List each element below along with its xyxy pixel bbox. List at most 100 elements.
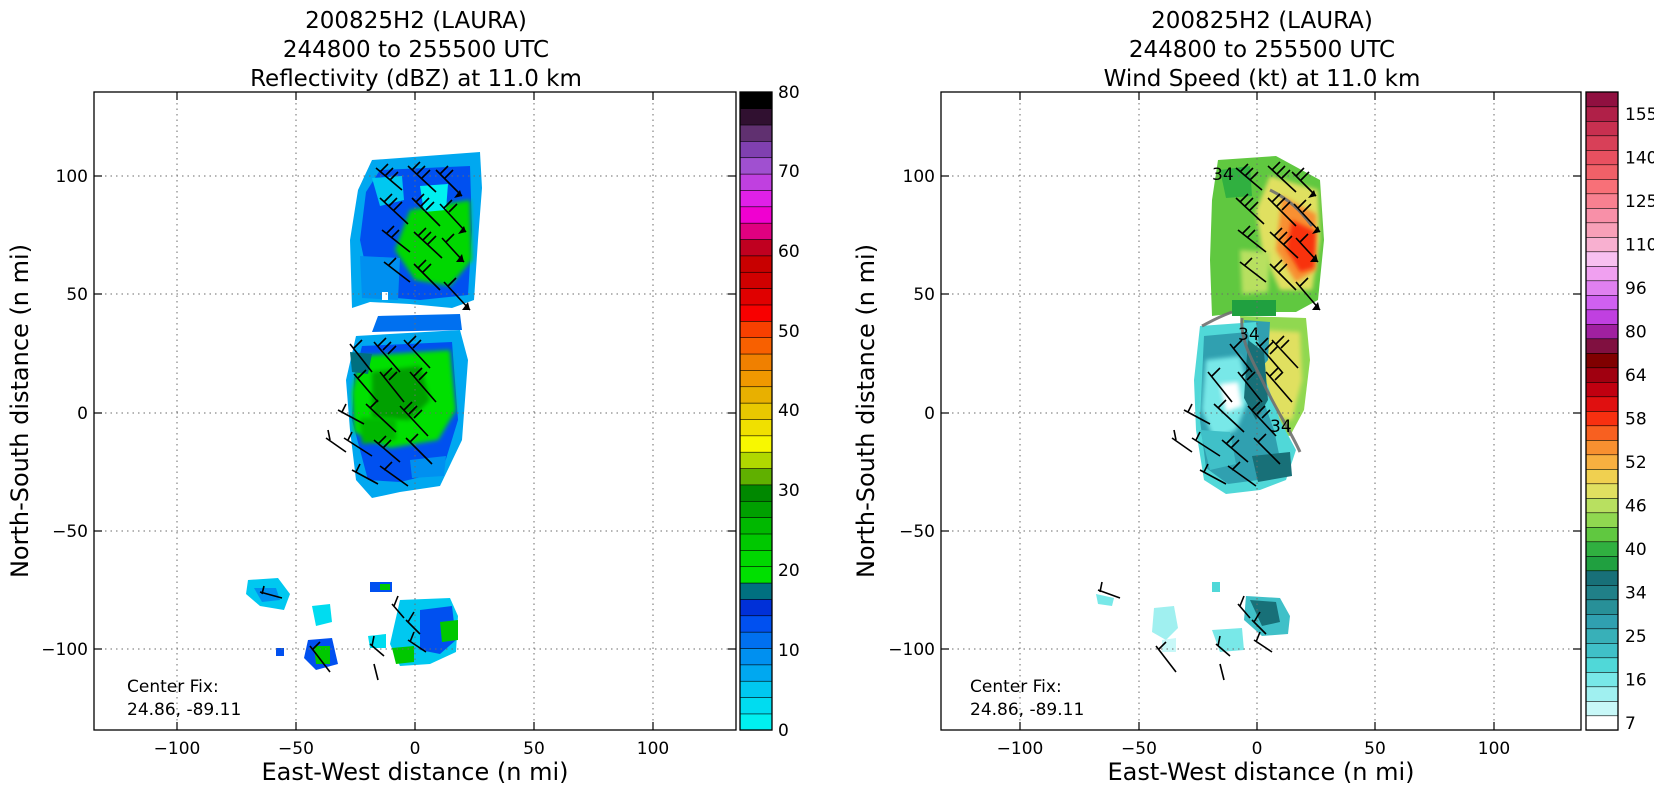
reflectivity-colorbar-segment	[739, 386, 773, 404]
reflectivity-colorbar-segment	[739, 353, 773, 371]
windspeed-colorbar-segment	[1585, 396, 1619, 412]
windspeed-colorbar-label: 34	[1625, 583, 1647, 603]
reflectivity-colorbar-segment	[739, 467, 773, 486]
windspeed-colorbar-segment	[1585, 613, 1619, 630]
windspeed-center-fix-value: 24.86, -89.11	[970, 700, 1084, 720]
windspeed-ytick-label: −50	[899, 522, 935, 542]
windspeed-colorbar-segment	[1585, 512, 1619, 528]
windspeed-colorbar-label: 58	[1625, 409, 1647, 429]
reflectivity-colorbar-segment	[739, 157, 773, 175]
windspeed-colorbar-segment	[1585, 91, 1619, 108]
reflectivity-colorbar-segment	[739, 337, 773, 355]
windspeed-axes-frame	[940, 91, 1582, 731]
reflectivity-colorbar-segment	[739, 582, 773, 600]
reflectivity-colorbar-segment	[739, 206, 773, 224]
windspeed-colorbar-segment	[1585, 410, 1619, 427]
windspeed-grid	[941, 92, 1581, 730]
reflectivity-colorbar-label: 20	[778, 561, 800, 581]
windspeed-colorbar-segment	[1585, 294, 1619, 311]
windspeed-colorbar-segment	[1585, 657, 1619, 673]
windspeed-colorbar-segment	[1585, 149, 1619, 166]
reflectivity-colorbar-segment	[739, 173, 773, 191]
reflectivity-colorbar-segment	[739, 517, 773, 535]
windspeed-colorbar-segment	[1585, 468, 1619, 485]
reflectivity-colorbar-segment	[739, 664, 773, 682]
reflectivity-colorbar-segment	[739, 435, 773, 453]
windspeed-colorbar-segment	[1585, 309, 1619, 325]
windspeed-colorbar-segment	[1585, 207, 1619, 224]
reflectivity-title-line-2: 244800 to 255500 UTC	[283, 37, 549, 63]
reflectivity-colorbar-segment	[739, 696, 773, 715]
windspeed-colorbar-label: 64	[1625, 366, 1647, 386]
reflectivity-colorbar-segment	[739, 304, 773, 322]
reflectivity-colorbar-segment	[739, 566, 773, 584]
windspeed-title-line-3: Wind Speed (kt) at 11.0 km	[1104, 66, 1421, 92]
reflectivity-colorbar-frame	[739, 91, 773, 731]
windspeed-tick-marks	[941, 92, 1581, 730]
reflectivity-ytick-label: 50	[66, 285, 88, 305]
reflectivity-colorbar-label: 40	[778, 401, 800, 421]
reflectivity-barb-flags	[454, 190, 470, 310]
windspeed-title-line-2: 244800 to 255500 UTC	[1129, 37, 1395, 63]
windspeed-colorbar-segment	[1585, 439, 1619, 456]
reflectivity-tick-marks	[94, 92, 736, 730]
reflectivity-colorbar-label: 60	[778, 242, 800, 262]
reflectivity-colorbar-segment	[739, 91, 773, 109]
reflectivity-colorbar-segment	[739, 533, 773, 551]
windspeed-colorbar-segment	[1585, 135, 1619, 151]
reflectivity-colorbar-segment	[739, 320, 773, 338]
reflectivity-xtick-label: 50	[523, 739, 545, 759]
windspeed-colorbar-segment	[1585, 700, 1619, 717]
reflectivity-grid	[94, 92, 736, 730]
windspeed-colorbar-segment	[1585, 599, 1619, 615]
windspeed-colorbar-segment	[1585, 236, 1619, 253]
windspeed-colorbar-segment	[1585, 526, 1619, 543]
reflectivity-ytick-label: −100	[41, 640, 88, 660]
windspeed-colorbar-label: 7	[1625, 714, 1636, 734]
windspeed-colorbar-label: 16	[1625, 670, 1647, 690]
reflectivity-xtick-label: −100	[154, 739, 201, 759]
windspeed-colorbar-segment	[1585, 193, 1619, 209]
windspeed-colorbar-label: 125	[1625, 192, 1654, 212]
windspeed-wind-barbs	[1097, 161, 1321, 681]
windspeed-ytick-label: −100	[888, 640, 935, 660]
windspeed-ytick-label: 100	[903, 167, 935, 187]
windspeed-colorbar-label: 80	[1625, 322, 1647, 342]
reflectivity-colorbar-segment	[739, 615, 773, 633]
reflectivity-colorbar-label: 0	[778, 721, 789, 741]
reflectivity-y-axis-label: North-South distance (n mi)	[6, 244, 34, 578]
reflectivity-colorbar-segment	[739, 647, 773, 666]
windspeed-colorbar-segment	[1585, 352, 1619, 369]
reflectivity-colorbar-segment	[739, 598, 773, 617]
windspeed-colorbar-label: 96	[1625, 279, 1647, 299]
windspeed-colorbar-segment	[1585, 251, 1619, 267]
windspeed-colorbar-label: 155	[1625, 105, 1654, 125]
windspeed-colorbar-label: 40	[1625, 540, 1647, 560]
windspeed-contour-label: 34	[1238, 325, 1260, 345]
windspeed-contours	[1201, 188, 1314, 453]
reflectivity-center-fix-label: Center Fix:	[127, 677, 219, 697]
reflectivity-xtick-label: −50	[278, 739, 314, 759]
reflectivity-colorbar-segment	[739, 288, 773, 306]
reflectivity-colorbar-segment	[739, 140, 773, 159]
windspeed-colorbar	[1585, 91, 1619, 731]
windspeed-colorbar-label: 46	[1625, 496, 1647, 516]
reflectivity-colorbar-segment	[739, 124, 773, 142]
windspeed-contour-label: 34	[1270, 417, 1292, 437]
reflectivity-colorbar-label: 50	[778, 322, 800, 342]
windspeed-colorbar-segment	[1585, 178, 1619, 195]
windspeed-xtick-label: −100	[997, 739, 1044, 759]
windspeed-ytick-label: 0	[924, 404, 935, 424]
windspeed-y-axis-label: North-South distance (n mi)	[852, 244, 880, 578]
reflectivity-field	[246, 152, 482, 670]
windspeed-colorbar-segment	[1585, 497, 1619, 514]
reflectivity-xtick-label: 0	[410, 739, 421, 759]
reflectivity-ytick-label: −50	[52, 522, 88, 542]
reflectivity-colorbar-segment	[739, 418, 773, 437]
reflectivity-colorbar-segment	[739, 222, 773, 240]
windspeed-colorbar-segment	[1585, 367, 1619, 383]
reflectivity-ytick-label: 0	[77, 404, 88, 424]
windspeed-colorbar-segment	[1585, 628, 1619, 644]
windspeed-colorbar-label: 52	[1625, 453, 1647, 473]
windspeed-colorbar-segment	[1585, 338, 1619, 354]
